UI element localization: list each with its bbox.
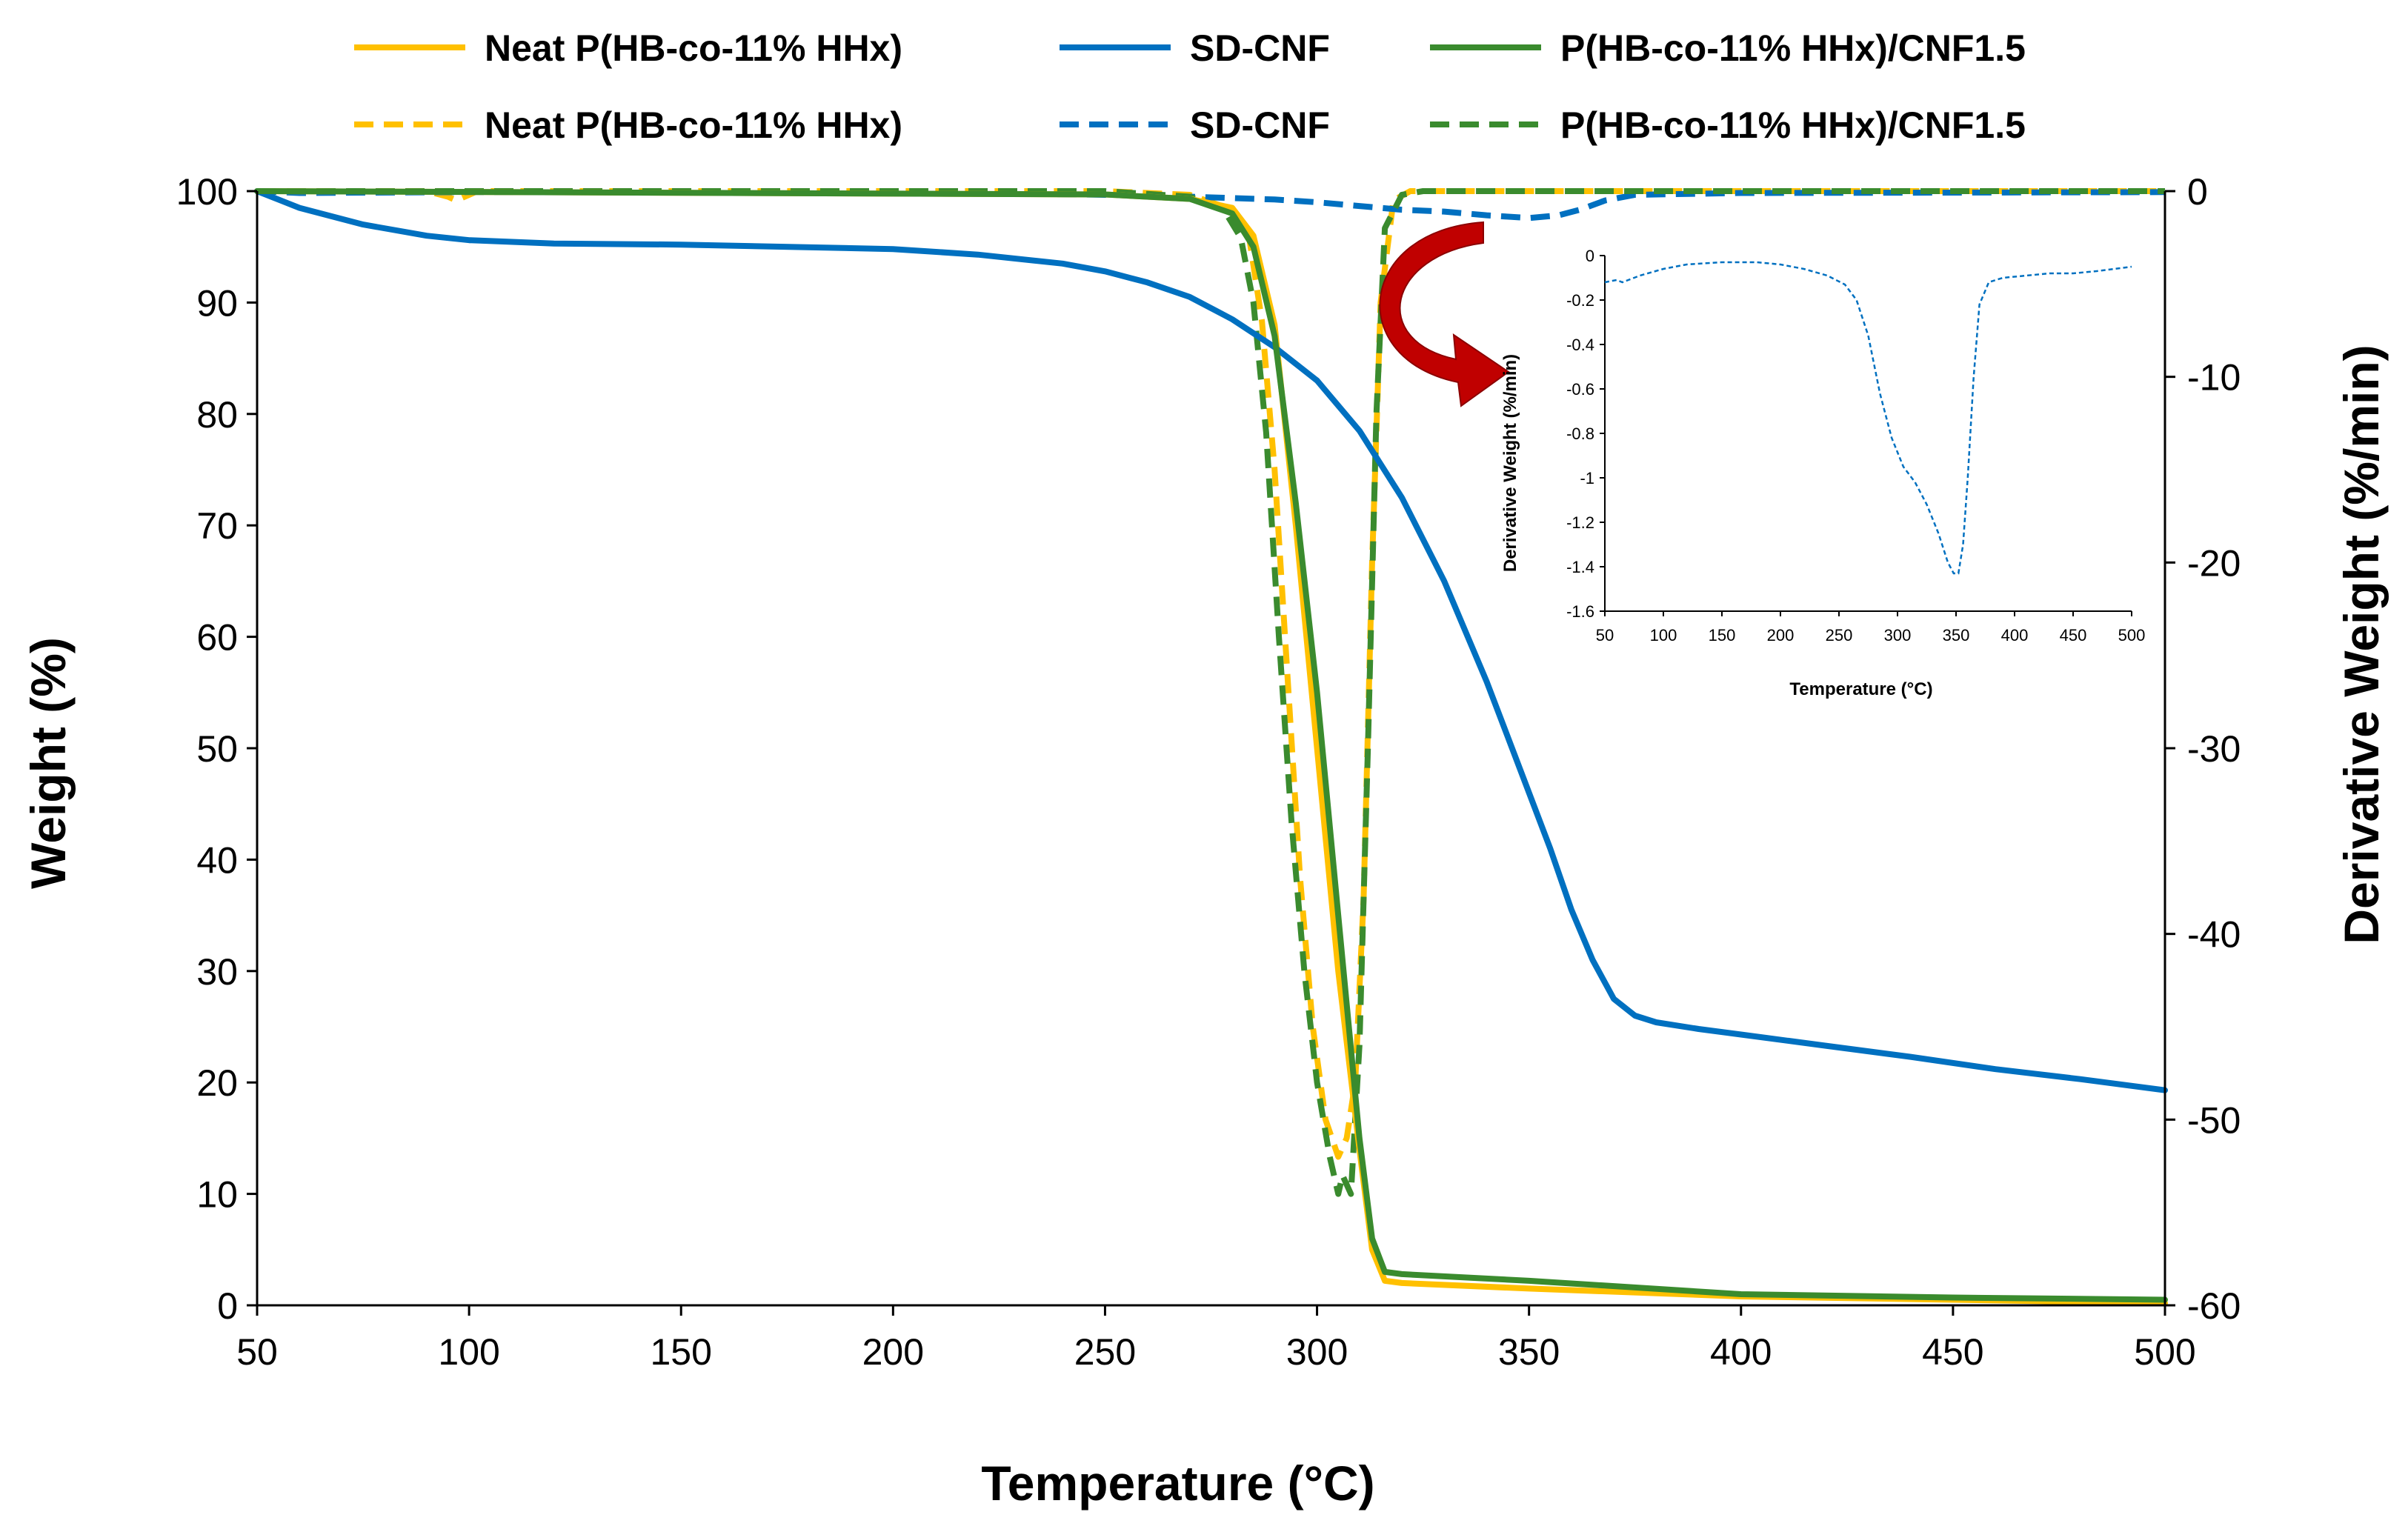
inset-x-tick-label: 350 [1943, 626, 1970, 645]
inset-x-tick-label: 400 [2001, 626, 2029, 645]
series-line-sd-cnf-weight [254, 188, 2168, 1093]
series-line-neat-p-hb-co-11-hhx-weight [254, 188, 2168, 1306]
legend: Neat P(HB-co-11% HHx) SD-CNF P(HB-co-11% H… [354, 27, 2026, 146]
series-line-p-hb-co-11-hhx-cnf1-5-derivative [257, 188, 2165, 1197]
y2-tick-label: -30 [2187, 728, 2241, 770]
y2-tick-label: -20 [2187, 542, 2241, 584]
series-line-neat-p-hb-co-11-hhx-derivative [257, 188, 2165, 1160]
y-tick-label: 70 [196, 505, 238, 547]
y-tick-label: 0 [217, 1285, 238, 1327]
y-tick-label: 80 [196, 394, 238, 436]
curved-arrow-icon [1379, 221, 1510, 407]
main-plot-lines [254, 188, 2168, 1306]
y2-tick-label: 0 [2187, 171, 2208, 213]
y-tick-label: 60 [196, 617, 238, 659]
callout-arrow [1379, 221, 1510, 407]
inset-x-tick-label: 300 [1884, 626, 1912, 645]
inset-x-tick-label: 250 [1826, 626, 1853, 645]
x-tick-label: 450 [1922, 1331, 1983, 1373]
x-tick-label: 150 [651, 1331, 712, 1373]
y-tick-label: 90 [196, 282, 238, 324]
x-tick-label: 250 [1074, 1331, 1136, 1373]
legend-label: Neat P(HB-co-11% HHx) [485, 104, 902, 146]
series-line-p-hb-co-11-hhx-cnf1-5-weight [254, 188, 2168, 1303]
x-tick-label: 100 [438, 1331, 499, 1373]
inset-y-tick-label: -0.4 [1566, 336, 1594, 354]
y-tick-label: 40 [196, 839, 238, 881]
x-tick-label: 50 [236, 1331, 278, 1373]
x-axis-title: Temperature (°C) [981, 1456, 1374, 1511]
inset-x-tick-label: 500 [2118, 626, 2146, 645]
legend-label: Neat P(HB-co-11% HHx) [485, 27, 902, 69]
y-tick-label: 50 [196, 728, 238, 770]
inset-y-tick-label: -0.6 [1566, 380, 1594, 399]
y-axis-title: Weight (%) [21, 637, 76, 889]
inset-y-tick-label: -1.2 [1566, 513, 1594, 532]
x-tick-label: 350 [1498, 1331, 1560, 1373]
y2-tick-label: -50 [2187, 1099, 2241, 1141]
y-tick-label: 20 [196, 1062, 238, 1104]
inset-x-tick-label: 50 [1596, 626, 1614, 645]
inset-y-tick-label: 0 [1586, 247, 1594, 265]
inset-y-tick-label: -1.6 [1566, 602, 1594, 621]
y-tick-label: 100 [176, 171, 238, 213]
inset-x-tick-label: 100 [1650, 626, 1677, 645]
series-line-sd-cnf-derivative [256, 188, 2166, 222]
legend-label: P(HB-co-11% HHx)/CNF1.5 [1560, 27, 2026, 69]
inset-y-tick-label: -0.2 [1566, 291, 1594, 310]
legend-label: SD-CNF [1190, 104, 1330, 146]
inset-y-axis-title: Derivative Weight (%/min) [1500, 354, 1520, 572]
x-tick-label: 300 [1286, 1331, 1348, 1373]
y-tick-label: 10 [196, 1174, 238, 1216]
inset-series-line-sd-cnf [1604, 261, 2132, 575]
y2-axis-title: Derivative Weight (%/min) [2334, 344, 2389, 944]
inset-y-tick-label: -0.8 [1566, 424, 1594, 443]
inset-x-tick-label: 150 [1709, 626, 1736, 645]
x-tick-label: 500 [2134, 1331, 2195, 1373]
y2-tick-label: -60 [2187, 1285, 2241, 1327]
inset-y-tick-label: -1.4 [1566, 558, 1594, 576]
x-tick-label: 400 [1710, 1331, 1772, 1373]
inset-y-tick-label: -1 [1580, 469, 1594, 487]
y2-tick-label: -10 [2187, 357, 2241, 399]
inset-plot: 50 100 150 200 250 300 350 400 450 500 0 -0.2 -0.4 -0… [1566, 247, 2145, 645]
x-tick-label: 200 [862, 1331, 924, 1373]
inset-x-tick-label: 450 [2060, 626, 2087, 645]
main-axes: 50 100 150 200 250 300 350 400 450 50001020304050… [176, 171, 2241, 1373]
y-tick-label: 30 [196, 951, 238, 993]
inset-x-axis-title: Temperature (°C) [1789, 679, 1932, 699]
legend-label: SD-CNF [1190, 27, 1330, 69]
legend-label: P(HB-co-11% HHx)/CNF1.5 [1560, 104, 2026, 146]
y2-tick-label: -40 [2187, 914, 2241, 956]
inset-x-tick-label: 200 [1767, 626, 1795, 645]
